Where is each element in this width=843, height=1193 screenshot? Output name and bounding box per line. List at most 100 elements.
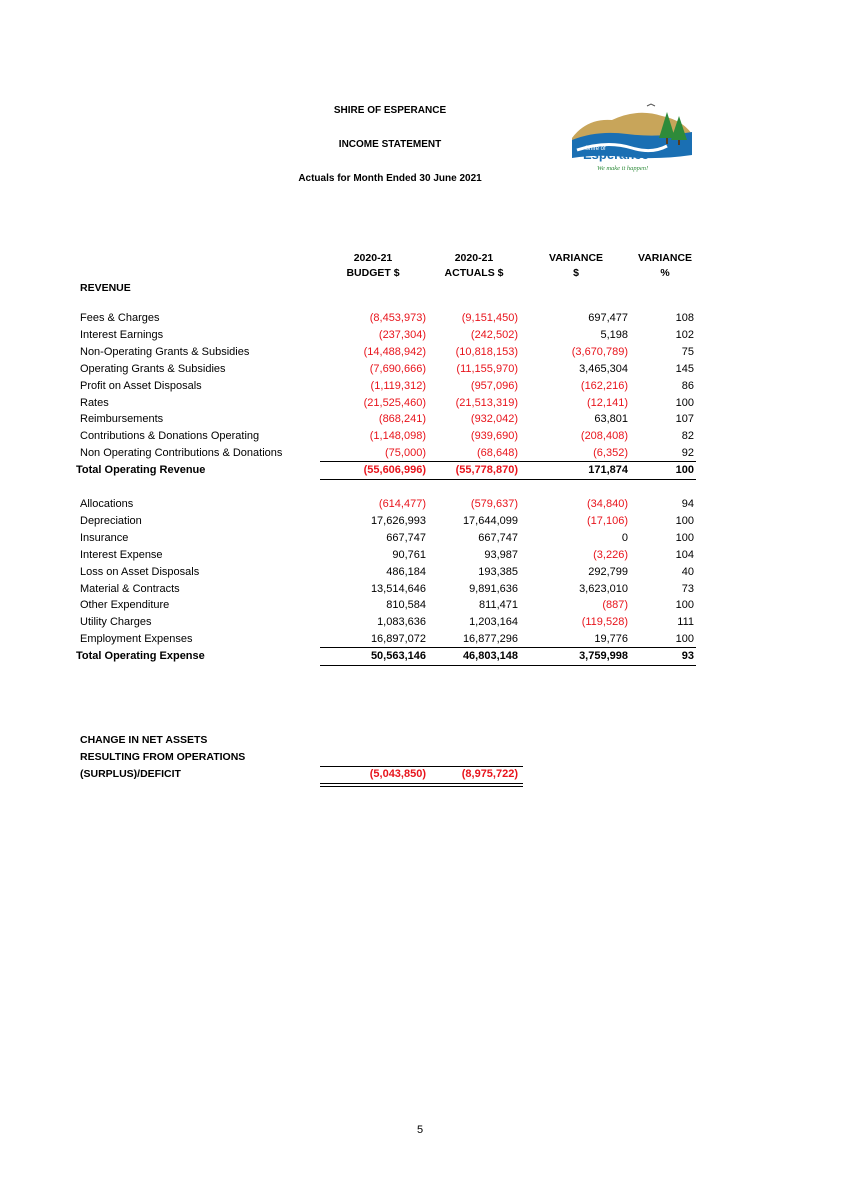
total-label: Total Operating Expense [76, 650, 205, 662]
row-budget-value: (7,690,666) [369, 362, 426, 375]
row-var-value: 3,623,010 [579, 582, 628, 595]
row-budget-value: (21,525,460) [363, 396, 426, 409]
table-row: Reimbursements (868,241) (932,042) 63,801 10… [0, 411, 843, 428]
table-row: Contributions & Donations Operating (1,14… [0, 428, 843, 445]
row-pct-value: 75 [681, 345, 694, 358]
row-budget-value: 16,897,072 [370, 633, 426, 646]
row-actual-value: 9,891,636 [469, 582, 518, 595]
table-row: Fees & Charges (8,453,973) (9,151,450) 697,… [0, 310, 843, 327]
table-row: Material & Contracts 13,514,646 9,891,636 3… [0, 581, 843, 598]
row-pct-value: 92 [681, 447, 694, 460]
row-pct-value: 102 [675, 328, 694, 341]
table-row: Non Operating Contributions & Donations (… [0, 445, 843, 462]
table-row: Allocations (614,477) (579,637) (34,840) 94 [0, 496, 843, 513]
organisation-name: SHIRE OF ESPERANCE [333, 105, 447, 116]
row-label: Rates [80, 396, 109, 409]
column-header-actuals: 2020-21 ACTUALS $ [430, 251, 518, 281]
total-pct-value: 100 [675, 464, 694, 476]
row-actual-value: 193,385 [478, 565, 518, 578]
summary-double-rule-lower [320, 786, 523, 787]
row-pct-value: 107 [675, 413, 694, 426]
row-pct-value: 100 [675, 531, 694, 544]
statement-title: INCOME STATEMENT [338, 139, 442, 150]
row-actual-value: 16,877,296 [462, 633, 518, 646]
row-label: Interest Expense [80, 548, 163, 561]
row-pct-value: 82 [681, 430, 694, 443]
row-label: Insurance [80, 531, 129, 544]
row-budget-value: 17,626,993 [370, 514, 426, 527]
row-pct-value: 111 [677, 616, 694, 629]
table-row: Interest Earnings (237,304) (242,502) 5,198… [0, 327, 843, 344]
row-var-value: (887) [602, 599, 628, 612]
summary-top-rule [320, 766, 523, 767]
row-label: Non Operating Contributions & Donations [80, 447, 283, 460]
revenue-total-rule-top [320, 461, 696, 462]
page-number: 5 [416, 1124, 424, 1136]
row-budget-value: (614,477) [378, 498, 426, 510]
row-label: Employment Expenses [80, 633, 193, 646]
row-label: Other Expenditure [80, 599, 170, 612]
table-row: Loss on Asset Disposals 486,184 193,385 292… [0, 564, 843, 581]
row-actual-value: (939,690) [470, 430, 518, 443]
revenue-heading: REVENUE [80, 282, 131, 294]
row-actual-value: 811,471 [479, 599, 518, 612]
row-var-value: (17,106) [587, 514, 628, 527]
row-var-value: (6,352) [593, 447, 628, 460]
expense-total-rule-bottom [320, 665, 696, 666]
table-row: Employment Expenses 16,897,072 16,877,296 1… [0, 631, 843, 648]
summary-budget-value: (5,043,850) [369, 768, 426, 780]
row-actual-value: 1,203,164 [469, 616, 518, 629]
total-var-value: 171,874 [588, 464, 628, 476]
row-actual-value: (9,151,450) [461, 312, 518, 324]
row-label: Reimbursements [80, 413, 164, 426]
table-row: Depreciation 17,626,993 17,644,099 (17,106)… [0, 513, 843, 530]
column-header-variance-percent-unit: % [660, 267, 670, 279]
row-pct-value: 86 [681, 379, 694, 392]
column-header-actuals-year: 2020-21 [454, 252, 494, 264]
row-budget-value: 667,747 [386, 531, 426, 544]
column-header-actuals-label: ACTUALS $ [444, 267, 504, 279]
row-var-value: 0 [621, 531, 628, 544]
row-var-value: (208,408) [580, 430, 628, 443]
row-label: Material & Contracts [80, 582, 180, 595]
row-budget-value: (868,241) [378, 413, 426, 426]
row-actual-value: 93,987 [484, 548, 518, 561]
row-label: Loss on Asset Disposals [80, 565, 200, 578]
logo-shire-of-text: Shire of [585, 146, 606, 152]
table-row: Profit on Asset Disposals (1,119,312) (957… [0, 378, 843, 395]
summary-actual-value: (8,975,722) [461, 768, 518, 780]
row-pct-value: 94 [681, 498, 694, 510]
row-budget-value: 810,584 [386, 599, 426, 612]
row-var-value: 697,477 [588, 312, 628, 324]
total-var-value: 3,759,998 [579, 650, 628, 662]
revenue-total-row: Total Operating Revenue (55,606,996) (55,7… [0, 462, 843, 479]
row-budget-value: (1,148,098) [369, 430, 426, 443]
total-actual-value: (55,778,870) [455, 464, 518, 476]
total-budget-value: 50,563,146 [370, 650, 426, 662]
column-header-variance-amount-unit: $ [573, 267, 579, 279]
column-header-budget-label: BUDGET $ [346, 267, 400, 279]
row-label: Non-Operating Grants & Subsidies [80, 345, 250, 358]
row-var-value: 5,198 [600, 328, 628, 341]
table-row: Operating Grants & Subsidies (7,690,666) (… [0, 361, 843, 378]
row-budget-value: (75,000) [385, 447, 426, 460]
row-var-value: (12,141) [587, 396, 628, 409]
row-actual-value: 667,747 [478, 531, 518, 544]
row-pct-value: 100 [675, 396, 694, 409]
summary-label-line-2: RESULTING FROM OPERATIONS [80, 751, 246, 763]
column-header-budget-year: 2020-21 [353, 252, 393, 264]
row-pct-value: 100 [675, 599, 694, 612]
row-label: Profit on Asset Disposals [80, 379, 202, 392]
row-actual-value: (11,155,970) [456, 362, 518, 375]
table-row: Rates (21,525,460) (21,513,319) (12,141) 100 [0, 395, 843, 412]
table-row: Non-Operating Grants & Subsidies (14,488,… [0, 344, 843, 361]
row-label: Operating Grants & Subsidies [80, 362, 226, 375]
total-pct-value: 93 [681, 650, 694, 662]
table-row: Interest Expense 90,761 93,987 (3,226) 104 [0, 547, 843, 564]
row-pct-value: 100 [675, 633, 694, 646]
statement-period: Actuals for Month Ended 30 June 2021 [298, 173, 482, 184]
column-header-variance-amount: VARIANCE $ [534, 251, 618, 281]
column-header-variance-percent: VARIANCE % [632, 251, 698, 281]
row-pct-value: 145 [675, 362, 694, 375]
revenue-total-rule-bottom [320, 479, 696, 480]
